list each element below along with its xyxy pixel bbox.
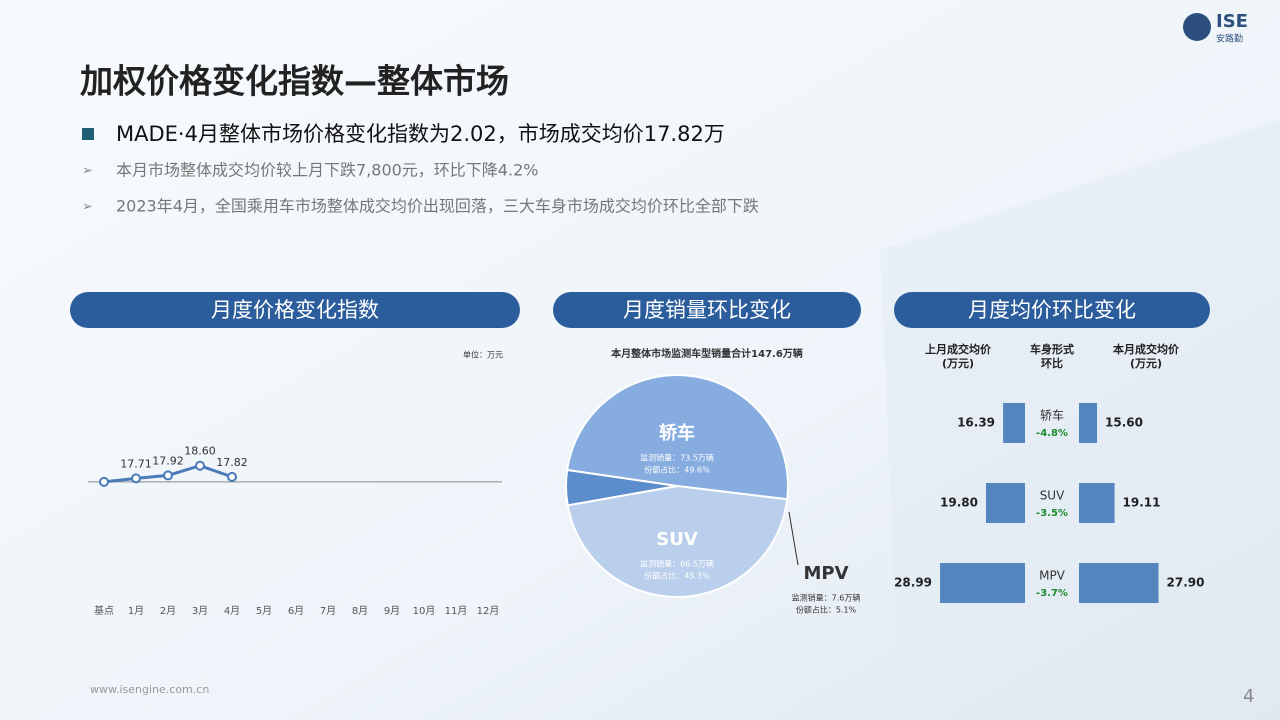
column-header: 本月成交均价(万元)	[1113, 342, 1180, 370]
bar	[940, 563, 1025, 603]
subtitle: 本月整体市场监测车型销量合计147.6万辆	[611, 347, 803, 360]
bullet: 本月市场整体成交均价较上月下跌7,800元，环比下降4.2%	[116, 161, 538, 180]
headline: MADE·4月整体市场价格变化指数为2.02，市场成交均价17.82万	[116, 122, 725, 146]
page-number: 4	[1243, 686, 1254, 707]
slice-label: MPV	[803, 563, 848, 584]
section-header	[70, 292, 520, 328]
sales-label: 监测销量：73.5万辆	[640, 453, 714, 463]
slide-title: 加权价格变化指数—整体市场	[80, 62, 509, 101]
share-label: 份额占比：45.3%	[644, 571, 710, 581]
logo: ISE	[1216, 11, 1248, 32]
data-label: 19.80	[940, 496, 978, 510]
chart-title: 月度均价环比变化	[968, 298, 1136, 322]
change-label: -4.8%	[1036, 428, 1068, 439]
category-label: SUV	[1040, 489, 1065, 503]
data-label: 19.11	[1123, 496, 1161, 510]
point	[163, 470, 173, 481]
share-label: 份额占比：5.1%	[796, 605, 857, 615]
x-tick-label: 11月	[445, 605, 468, 617]
data-label: 16.39	[957, 416, 995, 430]
section-header	[553, 292, 861, 328]
leader-line	[788, 511, 799, 566]
logo-icon	[1183, 13, 1211, 41]
data-label: 17.71	[120, 457, 152, 470]
chart-title: 月度销量环比变化	[623, 298, 791, 322]
chart-title: 月度价格变化指数	[211, 298, 379, 322]
logo-sub: 安路勤	[1216, 33, 1243, 45]
bullet: 2023年4月，全国乘用车市场整体成交均价出现回落，三大车身市场成交均价环比全部…	[116, 197, 759, 216]
data-label: 17.92	[152, 454, 184, 467]
sales-label: 监测销量：7.6万辆	[792, 593, 861, 603]
x-tick-label: 2月	[160, 605, 176, 617]
pie-slice	[565, 468, 678, 507]
unit: 单位：万元	[463, 350, 503, 360]
section-header	[894, 292, 1210, 328]
x-tick-label: 基点	[94, 604, 114, 617]
x-tick-label: 7月	[320, 605, 336, 617]
change-label: -3.7%	[1036, 588, 1068, 599]
slice-label: SUV	[656, 529, 698, 550]
x-tick-label: 3月	[192, 605, 208, 617]
change-label: -3.5%	[1036, 508, 1068, 519]
point	[227, 471, 237, 482]
data-label: 15.60	[1105, 416, 1143, 430]
data-label: 18.60	[184, 445, 216, 458]
bar	[1079, 563, 1159, 603]
x-tick-label: 9月	[384, 605, 400, 617]
x-tick-label: 12月	[477, 605, 500, 617]
data-label: 27.90	[1167, 576, 1205, 590]
column-header: 上月成交均价(万元)	[925, 342, 992, 370]
bar	[1079, 483, 1115, 523]
x-tick-label: 10月	[413, 605, 436, 617]
bullet-square	[82, 128, 94, 140]
bar	[1003, 403, 1025, 443]
footer: www.isengine.com.cn	[90, 683, 209, 696]
arrow: ➢	[82, 164, 93, 179]
pie-slice	[566, 484, 789, 598]
bar	[986, 483, 1025, 523]
share-label: 份额占比：49.6%	[644, 465, 710, 475]
data-label: 28.99	[894, 576, 932, 590]
slice-label: 轿车	[659, 422, 695, 444]
x-tick-label: 4月	[224, 605, 240, 617]
category-label: 轿车	[1040, 408, 1064, 423]
point	[195, 460, 205, 471]
arrow: ➢	[82, 200, 93, 215]
point	[99, 476, 109, 487]
x-tick-label: 1月	[128, 605, 144, 617]
column-header: 车身形式环比	[1030, 342, 1074, 370]
category-label: MPV	[1039, 569, 1066, 583]
sales-label: 监测销量：66.5万辆	[640, 559, 714, 569]
pie-slice	[566, 374, 789, 501]
point	[131, 473, 141, 484]
x-tick-label: 6月	[288, 605, 304, 617]
x-tick-label: 5月	[256, 605, 272, 617]
bar	[1079, 403, 1097, 443]
data-label: 17.82	[216, 456, 248, 469]
x-tick-label: 8月	[352, 605, 368, 617]
